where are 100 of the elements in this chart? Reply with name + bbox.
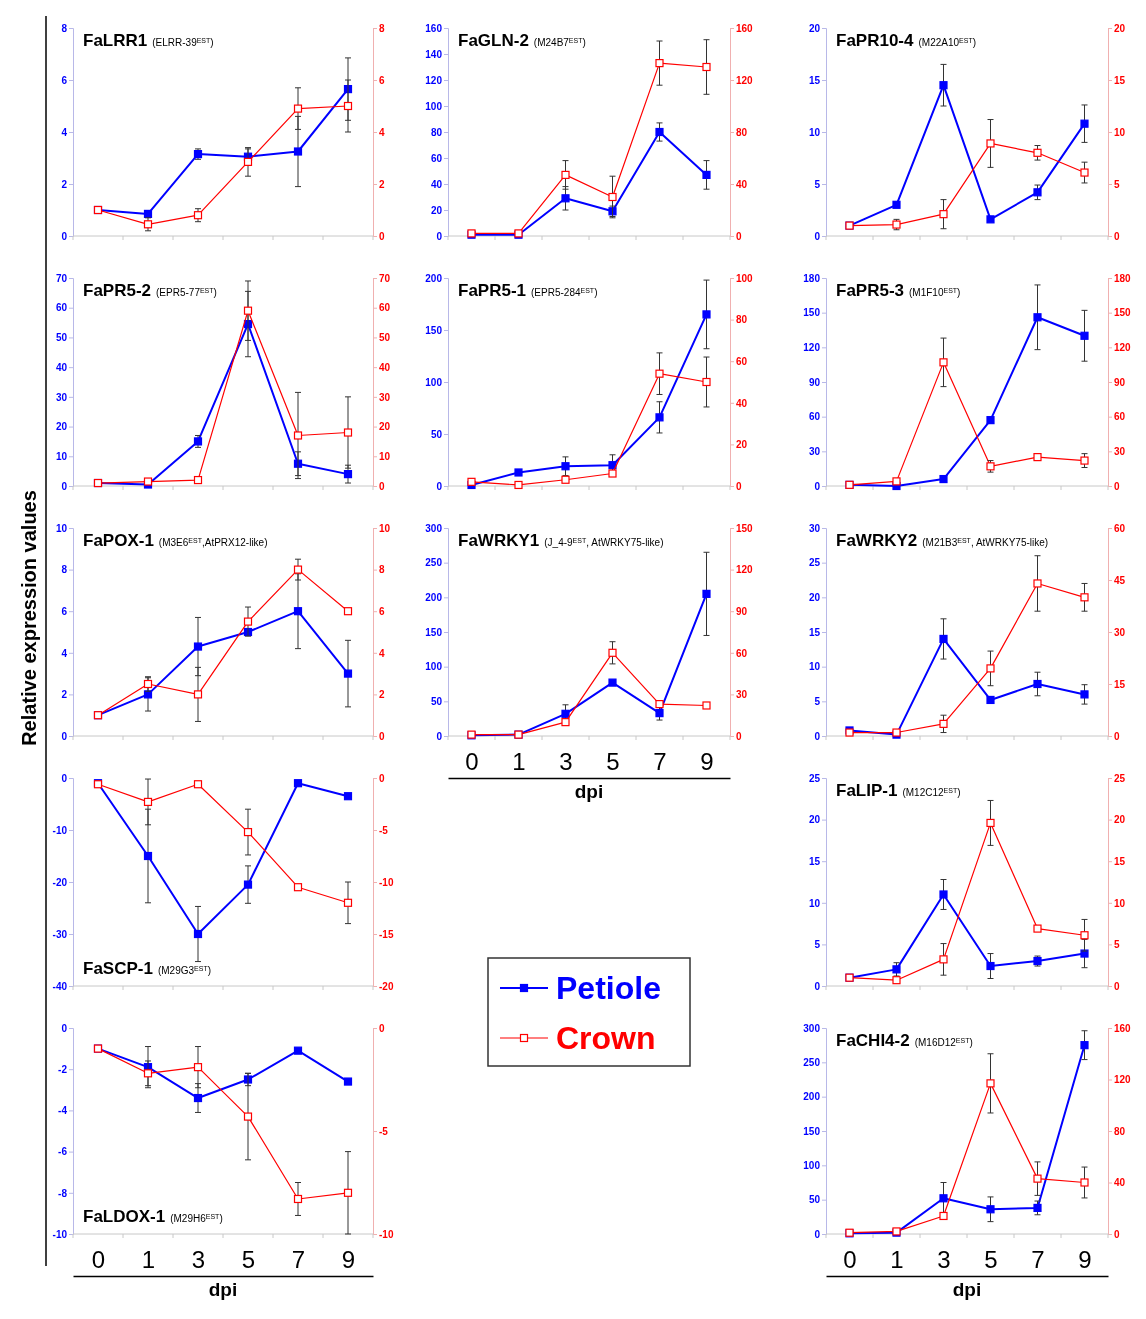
y-tick-label: 0 bbox=[814, 230, 821, 242]
text: (M1F10$^{EST}$) bbox=[909, 286, 961, 298]
y2-tick-label: 0 bbox=[379, 1022, 385, 1034]
y-tick-label: 15 bbox=[808, 74, 821, 86]
y-tick-label: 100 bbox=[425, 100, 443, 112]
y-tick-label: 180 bbox=[803, 272, 821, 284]
y-tick-label: -40 bbox=[52, 980, 68, 992]
chart-title: FaLIP-1 bbox=[836, 781, 898, 800]
text: (M29H6$^{EST}$) bbox=[170, 1212, 223, 1224]
y2-tick-label: 70 bbox=[379, 272, 391, 284]
y-tick-label: 0 bbox=[61, 480, 68, 492]
chart-title: FaPR5-2 bbox=[83, 281, 152, 300]
y-tick-label: 0 bbox=[61, 730, 68, 742]
y-tick-label: 50 bbox=[430, 428, 443, 440]
y-tick-label: 30 bbox=[55, 391, 68, 403]
y2-tick-label: 50 bbox=[379, 332, 391, 344]
y-tick-label: 150 bbox=[803, 307, 821, 319]
x-tick-label: 9 bbox=[1078, 1246, 1092, 1273]
y-tick-label: 20 bbox=[808, 592, 821, 604]
y2-tick-label: 4 bbox=[379, 647, 385, 659]
text: (EPR5-77$^{EST}$) bbox=[156, 286, 217, 298]
y2-tick-label: 0 bbox=[736, 230, 742, 242]
y-tick-label: 160 bbox=[425, 22, 443, 34]
y2-tick-label: 0 bbox=[736, 730, 742, 742]
y-axis-title: Relative expression values bbox=[18, 490, 40, 746]
y-tick-label: 5 bbox=[814, 178, 821, 190]
y-tick-label: 10 bbox=[808, 126, 821, 138]
y-tick-label: -4 bbox=[58, 1105, 68, 1117]
y2-tick-label: 15 bbox=[1114, 74, 1126, 86]
y2-tick-label: 0 bbox=[1114, 980, 1120, 992]
y2-tick-label: 5 bbox=[1114, 178, 1120, 190]
y2-tick-label: 0 bbox=[379, 730, 385, 742]
y-tick-label: 0 bbox=[814, 1228, 821, 1240]
y-tick-label: 25 bbox=[808, 557, 821, 569]
y-tick-label: -8 bbox=[58, 1187, 68, 1199]
y2-tick-label: 90 bbox=[736, 605, 748, 617]
chart-title: FaPR5-3 bbox=[836, 281, 905, 300]
y-tick-label: 4 bbox=[61, 647, 68, 659]
y-tick-label: 120 bbox=[425, 74, 443, 86]
y2-tick-label: 150 bbox=[1114, 307, 1132, 319]
y-tick-label: 20 bbox=[430, 204, 443, 216]
y-tick-label: 6 bbox=[61, 605, 68, 617]
y-tick-label: 2 bbox=[61, 178, 68, 190]
chart-title: FaPOX-1 bbox=[83, 531, 154, 550]
y-tick-label: 2 bbox=[61, 689, 68, 701]
y-tick-label: 20 bbox=[55, 421, 68, 433]
x-tick-label: 7 bbox=[291, 1246, 306, 1273]
y2-tick-label: 60 bbox=[736, 647, 748, 659]
x-tick-label: 7 bbox=[1031, 1246, 1045, 1273]
y-tick-label: 0 bbox=[814, 980, 821, 992]
y2-tick-label: 20 bbox=[379, 421, 391, 433]
y2-tick-label: 80 bbox=[736, 314, 748, 326]
y2-tick-label: 60 bbox=[379, 302, 391, 314]
chart-title: FaCHI4-2 bbox=[836, 1031, 910, 1050]
y-tick-label: -30 bbox=[52, 928, 68, 940]
y2-tick-label: 120 bbox=[736, 74, 754, 86]
y-tick-label: 40 bbox=[430, 178, 443, 190]
y2-tick-label: 120 bbox=[1114, 1074, 1132, 1086]
x-tick-label: 1 bbox=[890, 1246, 904, 1273]
y-tick-label: -2 bbox=[58, 1063, 68, 1075]
y-tick-label: 15 bbox=[808, 855, 821, 867]
y2-tick-label: 10 bbox=[1114, 897, 1126, 909]
y-tick-label: 50 bbox=[808, 1194, 821, 1206]
y-tick-label: 20 bbox=[808, 814, 821, 826]
x-axis-title: dpi bbox=[208, 1279, 238, 1300]
y-tick-label: 25 bbox=[808, 772, 821, 784]
y-tick-label: 40 bbox=[55, 361, 68, 373]
y-tick-label: 20 bbox=[808, 22, 821, 34]
y-tick-label: 0 bbox=[436, 480, 443, 492]
y2-tick-label: 5 bbox=[1114, 939, 1120, 951]
y2-tick-label: 15 bbox=[1114, 855, 1126, 867]
y2-tick-label: 160 bbox=[1114, 1022, 1132, 1034]
y-tick-label: 50 bbox=[430, 696, 443, 708]
text: (EPR5-284$^{EST}$) bbox=[531, 286, 598, 298]
y2-tick-label: -15 bbox=[379, 928, 394, 940]
y-tick-label: 150 bbox=[425, 626, 443, 638]
y-tick-label: 0 bbox=[436, 730, 443, 742]
y-tick-label: 250 bbox=[425, 557, 443, 569]
y2-tick-label: 60 bbox=[736, 355, 748, 367]
y2-tick-label: 40 bbox=[736, 178, 748, 190]
y-tick-label: 50 bbox=[55, 332, 68, 344]
text: (M22A10$^{EST}$) bbox=[918, 36, 977, 48]
y2-tick-label: 30 bbox=[1114, 446, 1126, 458]
x-axis-title: dpi bbox=[574, 781, 604, 802]
y-tick-label: 8 bbox=[61, 22, 68, 34]
y2-tick-label: 2 bbox=[379, 178, 385, 190]
y2-tick-label: 60 bbox=[1114, 411, 1126, 423]
y2-tick-label: 0 bbox=[736, 480, 742, 492]
x-tick-label: 3 bbox=[559, 748, 573, 775]
y-tick-label: 70 bbox=[55, 272, 68, 284]
y-tick-label: 90 bbox=[808, 376, 821, 388]
y2-tick-label: 0 bbox=[1114, 480, 1120, 492]
x-tick-label: 5 bbox=[606, 748, 620, 775]
y-tick-label: 80 bbox=[430, 126, 443, 138]
chart-title: FaPR5-1 bbox=[458, 281, 527, 300]
y-tick-label: 250 bbox=[803, 1057, 821, 1069]
legend-label: Crown bbox=[556, 1020, 656, 1057]
y2-tick-label: 30 bbox=[1114, 626, 1126, 638]
y-tick-label: -10 bbox=[52, 1228, 68, 1240]
y-tick-label: 200 bbox=[425, 272, 443, 284]
